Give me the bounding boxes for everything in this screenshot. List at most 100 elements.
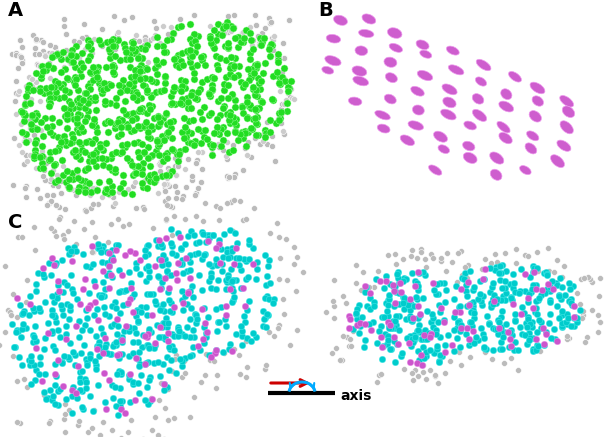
Point: [140, 360, 149, 367]
Point: [153, 431, 163, 437]
Point: [123, 186, 133, 193]
Point: [209, 358, 218, 365]
Point: [96, 41, 106, 48]
Point: [154, 121, 163, 128]
Point: [17, 361, 27, 368]
Point: [228, 142, 238, 149]
Point: [407, 318, 417, 325]
Point: [274, 80, 284, 87]
Point: [97, 194, 107, 201]
Point: [172, 150, 182, 157]
Point: [505, 328, 514, 335]
Point: [77, 49, 87, 56]
Point: [125, 157, 134, 164]
Point: [256, 42, 266, 49]
Point: [200, 104, 209, 111]
Point: [143, 359, 153, 366]
Point: [329, 303, 338, 310]
Point: [479, 344, 489, 351]
Point: [106, 350, 116, 357]
Point: [90, 358, 99, 365]
Point: [137, 436, 147, 437]
Point: [260, 126, 269, 133]
Point: [119, 171, 128, 178]
Point: [134, 317, 143, 324]
Point: [275, 113, 284, 120]
Point: [145, 37, 155, 44]
Point: [408, 315, 418, 322]
Point: [476, 293, 486, 300]
Point: [348, 324, 358, 331]
Point: [214, 277, 223, 284]
Point: [575, 301, 585, 308]
Point: [277, 101, 287, 108]
Point: [276, 108, 286, 115]
Point: [162, 132, 171, 139]
Point: [411, 293, 420, 300]
Point: [327, 350, 337, 357]
Point: [117, 397, 126, 404]
Point: [240, 80, 250, 87]
Point: [176, 245, 186, 252]
Point: [186, 252, 195, 259]
Point: [39, 153, 49, 160]
Point: [193, 343, 203, 350]
Point: [77, 404, 87, 411]
Point: [139, 66, 148, 73]
Point: [560, 292, 570, 299]
Point: [100, 285, 110, 292]
Point: [500, 284, 509, 291]
Point: [223, 174, 233, 181]
Point: [460, 269, 470, 276]
Point: [536, 325, 546, 332]
Point: [456, 325, 466, 332]
Point: [126, 284, 136, 291]
Point: [224, 149, 234, 156]
Point: [483, 321, 493, 328]
Point: [417, 336, 427, 343]
Point: [245, 50, 255, 57]
Point: [186, 227, 195, 234]
Point: [420, 354, 430, 361]
Point: [18, 320, 28, 327]
Point: [20, 133, 30, 140]
Point: [110, 70, 119, 77]
Point: [42, 191, 52, 198]
Point: [44, 62, 53, 69]
Point: [384, 296, 393, 303]
Point: [498, 292, 508, 299]
Point: [163, 329, 172, 336]
Point: [97, 43, 107, 50]
Point: [117, 335, 126, 342]
Point: [230, 128, 240, 135]
Point: [132, 355, 142, 362]
Point: [71, 153, 81, 160]
Point: [523, 323, 532, 330]
Point: [98, 267, 108, 274]
Point: [129, 339, 139, 346]
Point: [218, 137, 227, 144]
Point: [224, 173, 234, 180]
Point: [431, 327, 441, 334]
Point: [122, 301, 131, 308]
Point: [160, 180, 169, 187]
Point: [467, 323, 477, 329]
Point: [85, 393, 95, 400]
Point: [22, 93, 31, 100]
Point: [144, 377, 154, 384]
Point: [169, 347, 178, 354]
Point: [449, 326, 459, 333]
Point: [385, 345, 395, 352]
Point: [107, 303, 117, 310]
Point: [168, 249, 177, 256]
Text: axis: axis: [340, 389, 371, 403]
Point: [207, 352, 217, 359]
Point: [377, 356, 387, 363]
Point: [252, 113, 262, 120]
Point: [279, 74, 289, 81]
Point: [98, 330, 108, 337]
Point: [428, 279, 438, 286]
Point: [19, 109, 29, 116]
Point: [491, 325, 500, 332]
Point: [74, 111, 84, 118]
